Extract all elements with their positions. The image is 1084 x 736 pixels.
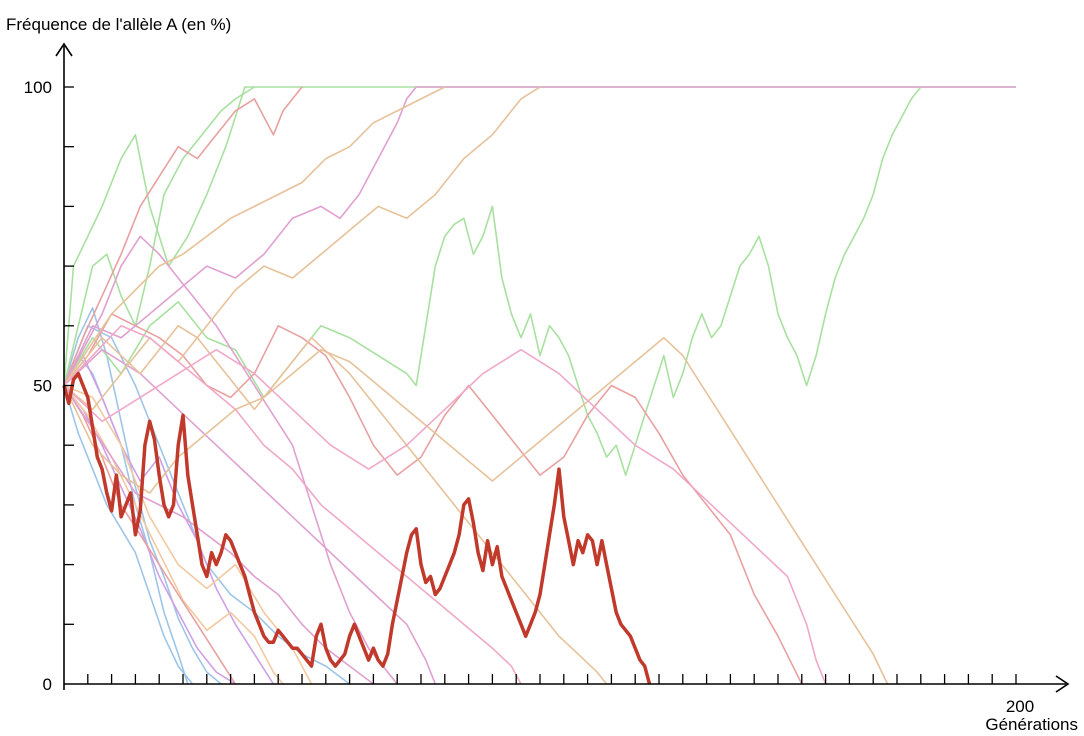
series-line-24 <box>63 324 522 685</box>
series-line-10 <box>63 86 1016 386</box>
series-line-13 <box>63 86 303 386</box>
series-line-14 <box>63 313 803 685</box>
y-axis-title: Fréquence de l'allèle A (en %) <box>6 15 231 34</box>
series-line-4 <box>63 354 189 685</box>
series-line-23 <box>63 324 608 685</box>
series-line-12 <box>63 86 922 476</box>
y-tick-label: 100 <box>24 78 52 97</box>
series-line-25 <box>63 348 827 685</box>
x-axis-title: Générations <box>985 715 1078 734</box>
y-tick-label: 50 <box>33 377 52 396</box>
series-line-17 <box>63 86 1016 386</box>
labels-layer: Fréquence de l'allèle A (en %) Génératio… <box>6 15 1078 734</box>
y-tick-label: 0 <box>43 675 52 694</box>
ticks-layer <box>64 86 1017 684</box>
series-line-8 <box>63 385 284 685</box>
series-line-22 <box>63 86 446 386</box>
series-layer <box>62 86 1016 685</box>
series-line-1 <box>62 371 652 685</box>
series-line-21 <box>63 336 889 685</box>
series-line-7 <box>63 354 275 685</box>
y-axis-arrow <box>55 42 73 57</box>
series-line-3 <box>63 307 222 685</box>
x-axis-arrow <box>1055 675 1070 693</box>
series-line-18 <box>63 385 374 685</box>
series-line-19 <box>63 348 437 685</box>
series-line-11 <box>63 86 255 386</box>
axes-layer <box>55 42 1070 693</box>
x-tick-label: 200 <box>1006 697 1034 716</box>
series-line-16 <box>63 235 398 685</box>
series-line-2 <box>63 385 194 685</box>
